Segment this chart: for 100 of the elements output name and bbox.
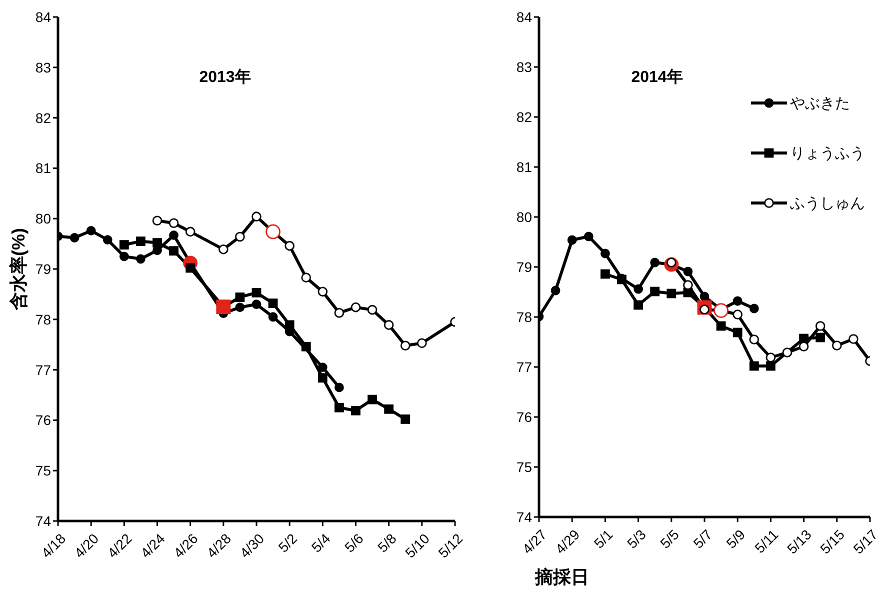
point bbox=[318, 286, 328, 297]
point bbox=[351, 406, 360, 416]
point bbox=[284, 240, 294, 251]
y-tick-label: 79 bbox=[35, 260, 52, 277]
point bbox=[816, 332, 826, 342]
point bbox=[119, 252, 129, 262]
point bbox=[185, 226, 196, 237]
x-tick-label: 5/11 bbox=[751, 526, 782, 556]
point bbox=[384, 404, 394, 414]
point bbox=[252, 288, 262, 298]
x-tick-label: 5/13 bbox=[784, 526, 815, 557]
y-tick-label: 78 bbox=[35, 311, 52, 328]
x-tick-label: 4/20 bbox=[71, 530, 102, 561]
x-tick-label: 5/12 bbox=[435, 530, 466, 561]
point bbox=[318, 362, 328, 372]
text: 2014年 bbox=[631, 68, 683, 88]
y-tick-label: 77 bbox=[516, 358, 532, 375]
x-tick-label: 5/5 bbox=[656, 526, 682, 552]
point bbox=[301, 342, 311, 352]
point bbox=[683, 266, 693, 276]
y-tick-label: 81 bbox=[35, 160, 52, 176]
y-tick-label: 76 bbox=[35, 412, 52, 428]
point bbox=[334, 402, 344, 412]
legend-label: ふうしゅん bbox=[790, 194, 865, 212]
point bbox=[86, 226, 96, 236]
point bbox=[235, 302, 245, 312]
point bbox=[650, 258, 660, 268]
y-tick-label: 76 bbox=[516, 408, 532, 425]
point bbox=[252, 212, 262, 222]
point bbox=[334, 308, 344, 318]
point bbox=[634, 284, 643, 294]
y-tick-label: 82 bbox=[35, 110, 52, 126]
point bbox=[782, 348, 792, 358]
point bbox=[815, 321, 826, 331]
y-tick-label: 79 bbox=[516, 258, 532, 275]
point bbox=[749, 304, 759, 314]
y-tick-label: 81 bbox=[516, 158, 532, 175]
point bbox=[550, 286, 560, 296]
point bbox=[169, 230, 178, 240]
point bbox=[384, 320, 394, 330]
x-tick-label: 5/10 bbox=[402, 530, 433, 561]
x-tick-label: 4/24 bbox=[137, 530, 168, 561]
point bbox=[152, 238, 162, 248]
x-tick-label: 4/29 bbox=[552, 526, 583, 557]
point bbox=[798, 342, 809, 352]
point bbox=[284, 320, 294, 330]
x-tick-label: 5/2 bbox=[275, 530, 300, 556]
y-tick-label: 83 bbox=[516, 58, 532, 75]
point bbox=[766, 352, 776, 362]
point bbox=[268, 298, 278, 308]
y-tick-label: 80 bbox=[516, 208, 532, 225]
x-tick-label: 5/4 bbox=[308, 530, 334, 556]
point bbox=[400, 414, 410, 424]
x-tick-label: 5/1 bbox=[590, 526, 616, 552]
point bbox=[152, 216, 162, 226]
point bbox=[749, 334, 760, 344]
x-tick-label: 4/18 bbox=[38, 530, 69, 561]
point bbox=[268, 312, 278, 322]
point bbox=[567, 235, 577, 245]
point bbox=[119, 240, 129, 250]
point bbox=[732, 310, 742, 320]
y-tick-label: 74 bbox=[35, 512, 52, 529]
point bbox=[367, 304, 378, 315]
point bbox=[732, 328, 742, 338]
point bbox=[318, 373, 328, 383]
text: 2013年 bbox=[199, 68, 251, 88]
point bbox=[186, 263, 196, 273]
point bbox=[136, 236, 146, 246]
point bbox=[716, 321, 726, 331]
legend-label: やぶきた bbox=[790, 94, 850, 112]
legend-label: りょうふう bbox=[790, 144, 865, 162]
x-tick-label: 5/9 bbox=[723, 526, 748, 552]
point bbox=[136, 254, 146, 264]
point bbox=[235, 292, 245, 302]
x-tick-label: 5/3 bbox=[624, 526, 650, 552]
point bbox=[400, 340, 410, 351]
point bbox=[732, 296, 742, 306]
y-tick-label: 74 bbox=[516, 508, 532, 525]
point bbox=[102, 235, 112, 244]
x-tick-label: 4/26 bbox=[170, 530, 202, 561]
x-axis-title: 摘採日 bbox=[535, 566, 589, 589]
point bbox=[600, 248, 610, 258]
point bbox=[766, 361, 776, 371]
point bbox=[368, 394, 377, 404]
point bbox=[666, 288, 676, 298]
x-tick-label: 4/22 bbox=[104, 530, 135, 561]
y-tick-label: 84 bbox=[35, 8, 52, 25]
y-tick-label: 83 bbox=[35, 59, 52, 76]
point bbox=[70, 233, 80, 242]
point bbox=[169, 246, 178, 256]
y-tick-label: 75 bbox=[35, 462, 52, 479]
point bbox=[600, 269, 610, 279]
y-tick-label: 82 bbox=[516, 108, 532, 125]
point bbox=[650, 286, 660, 296]
point bbox=[350, 302, 361, 312]
y-tick-label: 75 bbox=[516, 458, 532, 475]
x-tick-label: 4/30 bbox=[236, 530, 268, 561]
point bbox=[700, 292, 710, 302]
x-tick-label: 4/28 bbox=[203, 530, 234, 561]
x-tick-label: 5/8 bbox=[374, 530, 400, 556]
